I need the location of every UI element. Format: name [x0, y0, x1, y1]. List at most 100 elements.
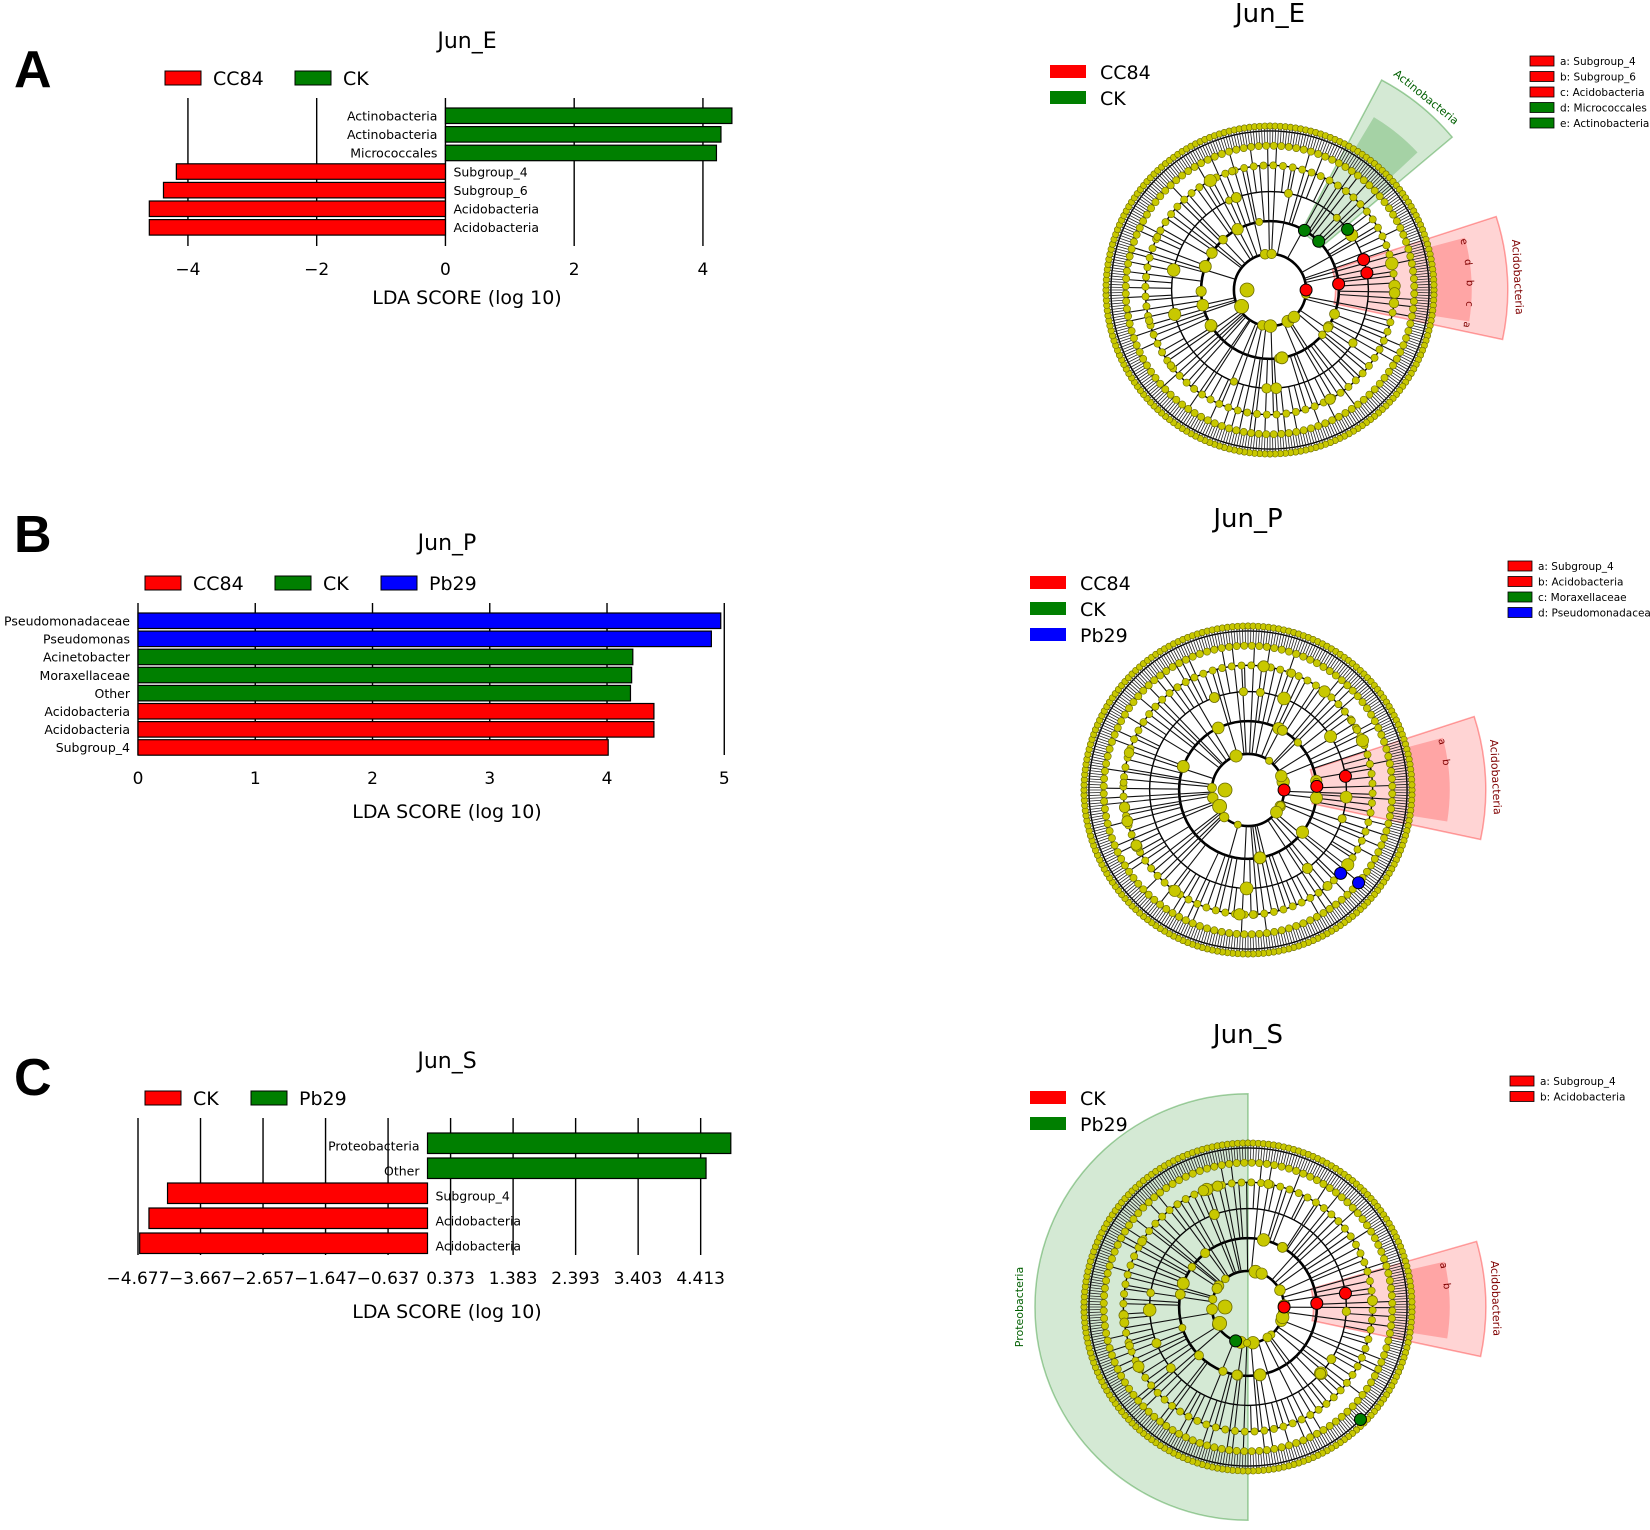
tree-node [1382, 1344, 1391, 1352]
tree-node [1142, 302, 1151, 311]
tree-node [1250, 1427, 1259, 1436]
key-swatch [1507, 591, 1533, 603]
tree-node [1331, 1417, 1340, 1426]
tree-node [1203, 416, 1212, 425]
tree-node [1166, 361, 1175, 370]
clade-label: Proteobacteria [1013, 1267, 1026, 1347]
tree-node [1099, 1299, 1108, 1308]
tree-node [1188, 1436, 1197, 1445]
tree-node [1299, 145, 1308, 154]
tree-node [1275, 351, 1289, 365]
tree-node [1153, 339, 1162, 348]
tree-node [1125, 1221, 1133, 1230]
tree-node [1187, 1262, 1197, 1272]
bar [137, 684, 632, 702]
tree-node [1353, 692, 1362, 701]
key-swatch [1529, 71, 1555, 82]
tree-node [1130, 839, 1142, 851]
tree-node [1147, 204, 1155, 213]
tree-node [1328, 155, 1337, 164]
tree-node [1108, 1351, 1116, 1360]
x-axis-label: LDA SCORE (log 10) [352, 801, 541, 823]
tree-node [1404, 327, 1413, 335]
tree-node [1380, 1254, 1388, 1263]
tree-node [1388, 789, 1397, 798]
tree-node [1321, 152, 1330, 161]
tree-node [1156, 379, 1165, 388]
tree-node [1347, 167, 1356, 175]
tree-node [1385, 256, 1399, 271]
tree-node [1366, 760, 1374, 768]
tree-node [1254, 142, 1263, 151]
bar [148, 219, 447, 236]
tree-node [1100, 774, 1109, 783]
tree-node [1307, 168, 1316, 177]
tree-node [1262, 643, 1271, 651]
cladogram-title: Jun_P [1211, 504, 1282, 534]
bar-label: Pseudomonas [43, 632, 130, 647]
clade-letter: a [1460, 321, 1472, 329]
tree-node [1366, 808, 1375, 817]
bar [137, 612, 722, 630]
tree-node [1150, 895, 1159, 904]
tree-node [1181, 655, 1190, 664]
bar-label: Acidobacteria [453, 202, 539, 217]
tree-node [1212, 1316, 1227, 1331]
tree-node [1380, 1351, 1388, 1360]
cladogram-2: Jun_P CC84 CK Pb29 a: Subgroup_4 b: Acidobact… [1030, 504, 1650, 958]
clade-highlight-inner [1428, 237, 1472, 322]
tree-node [1158, 348, 1166, 357]
tree-node [1312, 1429, 1321, 1438]
clade-highlight-inner [1407, 1261, 1450, 1339]
tree-node [1363, 1384, 1371, 1393]
tree-node [1277, 142, 1286, 151]
leaf-node [1430, 281, 1438, 289]
key-swatch [1529, 117, 1555, 129]
tree-node [1292, 922, 1301, 930]
x-tick-label: 3 [484, 769, 495, 789]
tree-node [1181, 916, 1190, 925]
tree-node [1200, 1248, 1211, 1259]
tree-node [1120, 1290, 1128, 1298]
tree-node [1239, 881, 1254, 896]
tree-node [1368, 1306, 1377, 1315]
tree-node [1206, 1303, 1218, 1316]
tree-node [1122, 274, 1131, 283]
tree-node [1255, 687, 1265, 697]
cladogram-3: Jun_S CK Pb29 a: Subgroup_4 b: Acidobacteria… [1013, 1020, 1625, 1521]
tree-node [1358, 369, 1367, 378]
tree-node [1125, 704, 1133, 713]
x-tick-label: 3.403 [614, 1269, 663, 1289]
bar-label: Actinobacteria [347, 109, 437, 124]
tree-node [1108, 1254, 1116, 1263]
tree-node [1254, 429, 1263, 438]
tree-node [1301, 405, 1310, 414]
bar-chart-1: Jun_E CC84 CK −4 −2 0 2 4 Actinobacteria Actinoba… [148, 29, 733, 309]
tree-node [1396, 223, 1405, 232]
tree-node [1324, 730, 1337, 743]
tree-node [1322, 322, 1333, 333]
legend-swatch-pb29 [1030, 1117, 1066, 1130]
bar [148, 200, 447, 218]
tree-node [1141, 1373, 1150, 1382]
tree-node [1119, 778, 1128, 787]
clade-label: Acidobacteria [1488, 1260, 1504, 1336]
legend-label-pb29: Pb29 [429, 573, 477, 595]
tree-leaf-nodes [1080, 1139, 1416, 1475]
x-tick-label: −2 [304, 260, 329, 280]
tree-node [1238, 687, 1248, 697]
tree-node [1190, 384, 1199, 393]
tree-node [1211, 906, 1220, 915]
tree-node [1156, 226, 1165, 235]
tree-node [1203, 1164, 1211, 1173]
key-label: d: Pseudomonadacea [1538, 608, 1650, 620]
tree-node [1217, 1161, 1226, 1169]
tree-node [1139, 885, 1148, 894]
tree-node [1210, 1443, 1219, 1452]
bar-label: Subgroup_4 [436, 1189, 510, 1204]
tree-node [1299, 919, 1308, 928]
tree-node [1127, 245, 1136, 253]
tree-node [1260, 909, 1269, 918]
tree-node [1325, 905, 1334, 913]
tree-node [1332, 213, 1341, 222]
